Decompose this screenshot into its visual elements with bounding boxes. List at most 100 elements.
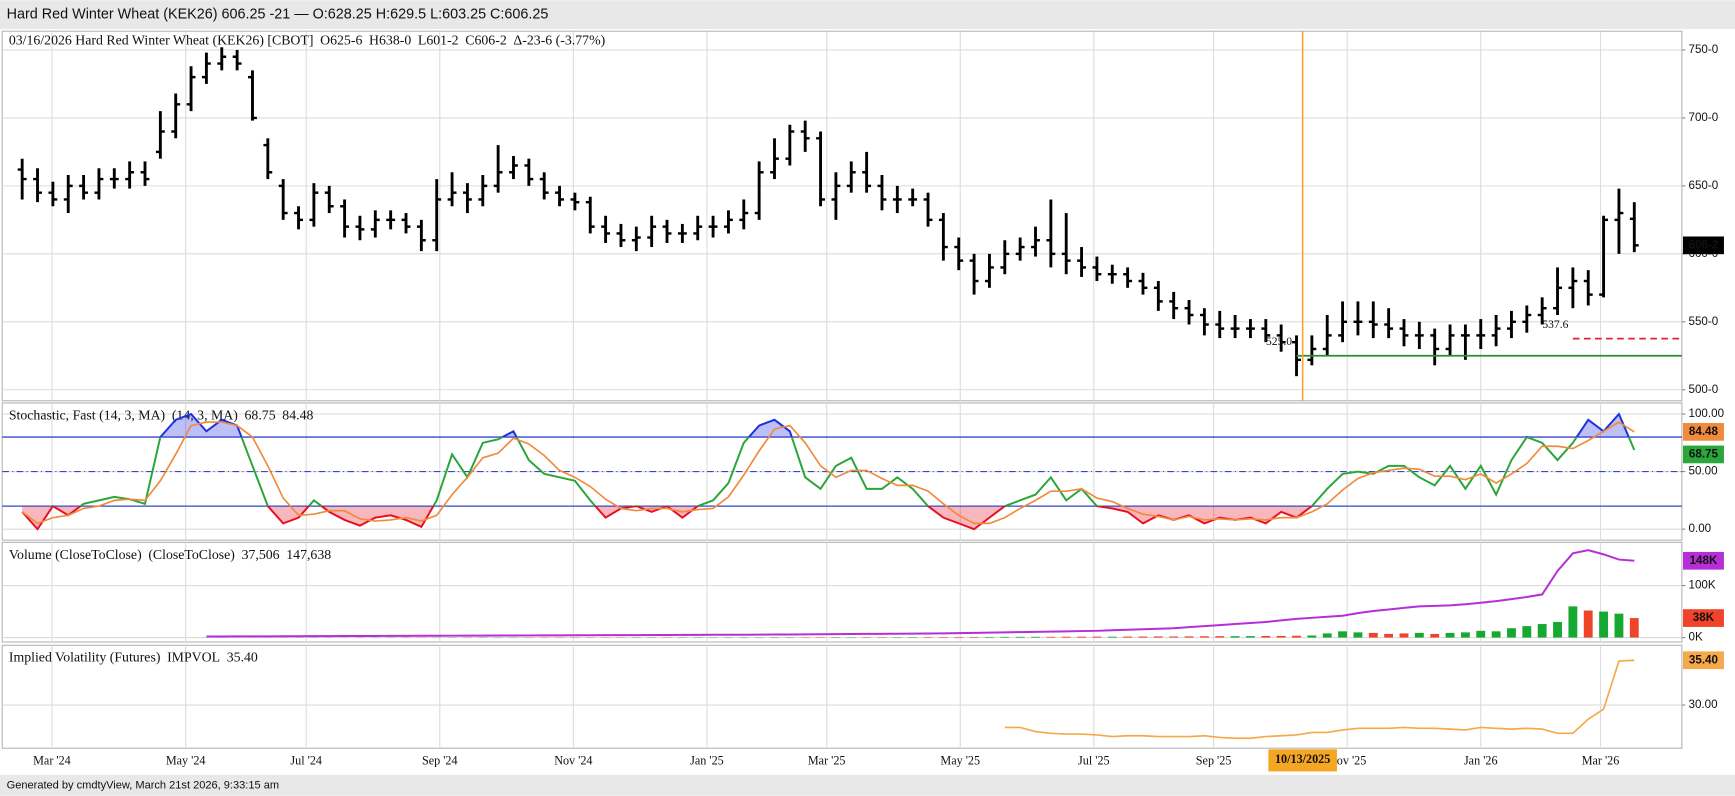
- volume-bar: [969, 636, 979, 638]
- legend-title: Volume (CloseToClose): [9, 547, 142, 563]
- x-tick-label: Mar '26: [1582, 753, 1620, 767]
- legend-title: 03/16/2026 Hard Red Winter Wheat (KEK26)…: [9, 32, 314, 48]
- volume-bar: [1522, 626, 1532, 638]
- legend-value: 35.40: [227, 650, 258, 665]
- y-tick-label: 500-0: [1689, 383, 1719, 396]
- volume-bar: [1077, 636, 1086, 638]
- legend-item: H638-0: [369, 32, 411, 47]
- y-tick-label: 650-0: [1689, 179, 1719, 192]
- volume-bar: [938, 637, 948, 638]
- x-tick-label: May '25: [940, 753, 980, 767]
- volume-bar: [1491, 631, 1501, 638]
- legend-subtitle: (CloseToClose): [148, 547, 235, 563]
- legend-value: 68.75: [245, 407, 276, 422]
- y-tick-label: 700-0: [1689, 111, 1719, 124]
- header-bar: [0, 0, 1735, 29]
- y-tick-label: 0.00: [1689, 522, 1712, 535]
- volume-bar: [1583, 610, 1593, 638]
- header-title: Hard Red Winter Wheat (KEK26) 606.25 -21…: [7, 6, 549, 22]
- legend-title: Implied Volatility (Futures): [9, 650, 161, 666]
- volume-bar: [1046, 636, 1056, 638]
- volume-bar: [1414, 632, 1424, 638]
- legend-item: Δ-23-6 (-3.77%): [513, 32, 605, 48]
- volume-bar: [1537, 624, 1547, 638]
- legend-title: Stochastic, Fast (14, 3, MA): [9, 407, 165, 423]
- badge-box: [1682, 423, 1724, 441]
- y-tick-label: 750-0: [1689, 43, 1719, 56]
- volume-bar: [1322, 633, 1332, 638]
- volume-bar: [985, 636, 994, 638]
- legend-value: 37,506: [242, 547, 280, 562]
- x-tick-label: Nov '25: [1328, 753, 1366, 767]
- volume-bar: [1123, 636, 1133, 638]
- volume-bar: [1399, 633, 1409, 638]
- volume-bar: [1384, 633, 1394, 638]
- k-line: [51, 437, 1636, 507]
- volume-bar: [1368, 632, 1378, 638]
- footer-bar: [0, 774, 1735, 796]
- badge-label: 35.40: [1689, 653, 1718, 666]
- k-line-oversold: [21, 506, 1314, 531]
- badge-label: 68.75: [1689, 447, 1719, 460]
- volume-bar: [1292, 635, 1301, 638]
- badge-box: [1682, 551, 1724, 570]
- level-label: 525.0: [1266, 335, 1292, 348]
- x-tick-label: Jan '25: [690, 753, 724, 767]
- volume-bar: [1031, 636, 1040, 638]
- badge-label: 38K: [1693, 611, 1715, 624]
- volume-bar: [1184, 636, 1194, 638]
- x-tick-label: Nov '24: [554, 753, 592, 767]
- volume-bar: [1553, 621, 1562, 638]
- panel: [1, 30, 1683, 402]
- x-tick-label: Jan '26: [1464, 753, 1498, 767]
- volume-bar: [954, 636, 964, 638]
- volume-bar: [1430, 633, 1440, 638]
- volume-bar: [1629, 618, 1639, 638]
- badge-label: 148K: [1690, 554, 1718, 567]
- volume-bar: [1230, 636, 1240, 638]
- volume-bar: [1199, 636, 1209, 638]
- volume-bar: [1061, 636, 1071, 638]
- x-tick-label: Jul '25: [1078, 753, 1110, 767]
- badge-box: [1682, 445, 1724, 464]
- panel: [1, 541, 1683, 643]
- level-label: 537.6: [1542, 318, 1568, 331]
- x-tick-label: Mar '25: [808, 753, 846, 767]
- legend-value: 147,638: [286, 547, 331, 562]
- y-tick-label: 100.00: [1689, 407, 1725, 420]
- legend-value: 84.48: [282, 407, 313, 422]
- x-tick-label: Mar '24: [33, 753, 71, 767]
- x-tick-label: Sep '24: [422, 753, 458, 767]
- badge-box: [1682, 651, 1724, 670]
- legend-item: O625-6: [320, 32, 362, 47]
- series-line: [1004, 659, 1635, 740]
- volume-bar: [1261, 636, 1271, 638]
- volume-bar: [1092, 636, 1102, 638]
- badge-label: 606-2: [1689, 238, 1719, 251]
- x-tick-label: May '24: [166, 753, 206, 767]
- x-tick-label: Sep '25: [1196, 753, 1232, 767]
- footer-text: Generated by cmdtyView, March 21st 2026,…: [7, 780, 279, 792]
- d-line: [21, 421, 1635, 525]
- y-tick-label: 0K: [1689, 631, 1703, 644]
- y-tick-label: 30.00: [1689, 698, 1718, 711]
- date-marker-box: [1268, 749, 1337, 772]
- volume-bar: [1614, 613, 1624, 638]
- badge-label: 84.48: [1689, 425, 1719, 438]
- volume-bar: [1015, 636, 1025, 638]
- overbought-fill: [22, 414, 1635, 438]
- volume-bar: [1153, 636, 1163, 638]
- x-tick-label: Jul '24: [290, 753, 322, 767]
- volume-bar: [1445, 632, 1455, 638]
- volume-bar: [1276, 635, 1286, 638]
- y-tick-label: 50.00: [1689, 465, 1718, 478]
- volume-bar: [1507, 628, 1516, 638]
- volume-bar: [1138, 636, 1148, 638]
- panel: [1, 644, 1683, 749]
- y-tick-label: 100K: [1689, 579, 1716, 592]
- date-marker-label: 10/13/2025: [1275, 752, 1330, 766]
- volume-bar: [1169, 636, 1179, 638]
- badge-box: [1682, 236, 1724, 255]
- volume-bar: [1107, 636, 1117, 638]
